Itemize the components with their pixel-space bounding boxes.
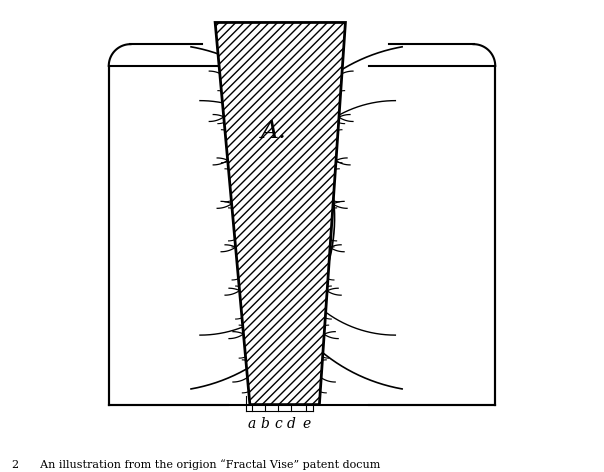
Text: c: c (274, 417, 282, 431)
Polygon shape (215, 23, 345, 405)
Text: A.: A. (261, 119, 287, 143)
Text: 2      An illustration from the origion “Fractal Vise” patent docum: 2 An illustration from the origion “Frac… (12, 459, 381, 470)
Text: d: d (287, 417, 295, 431)
Text: e: e (302, 417, 310, 431)
Text: a: a (248, 417, 256, 431)
Text: b: b (261, 417, 269, 431)
